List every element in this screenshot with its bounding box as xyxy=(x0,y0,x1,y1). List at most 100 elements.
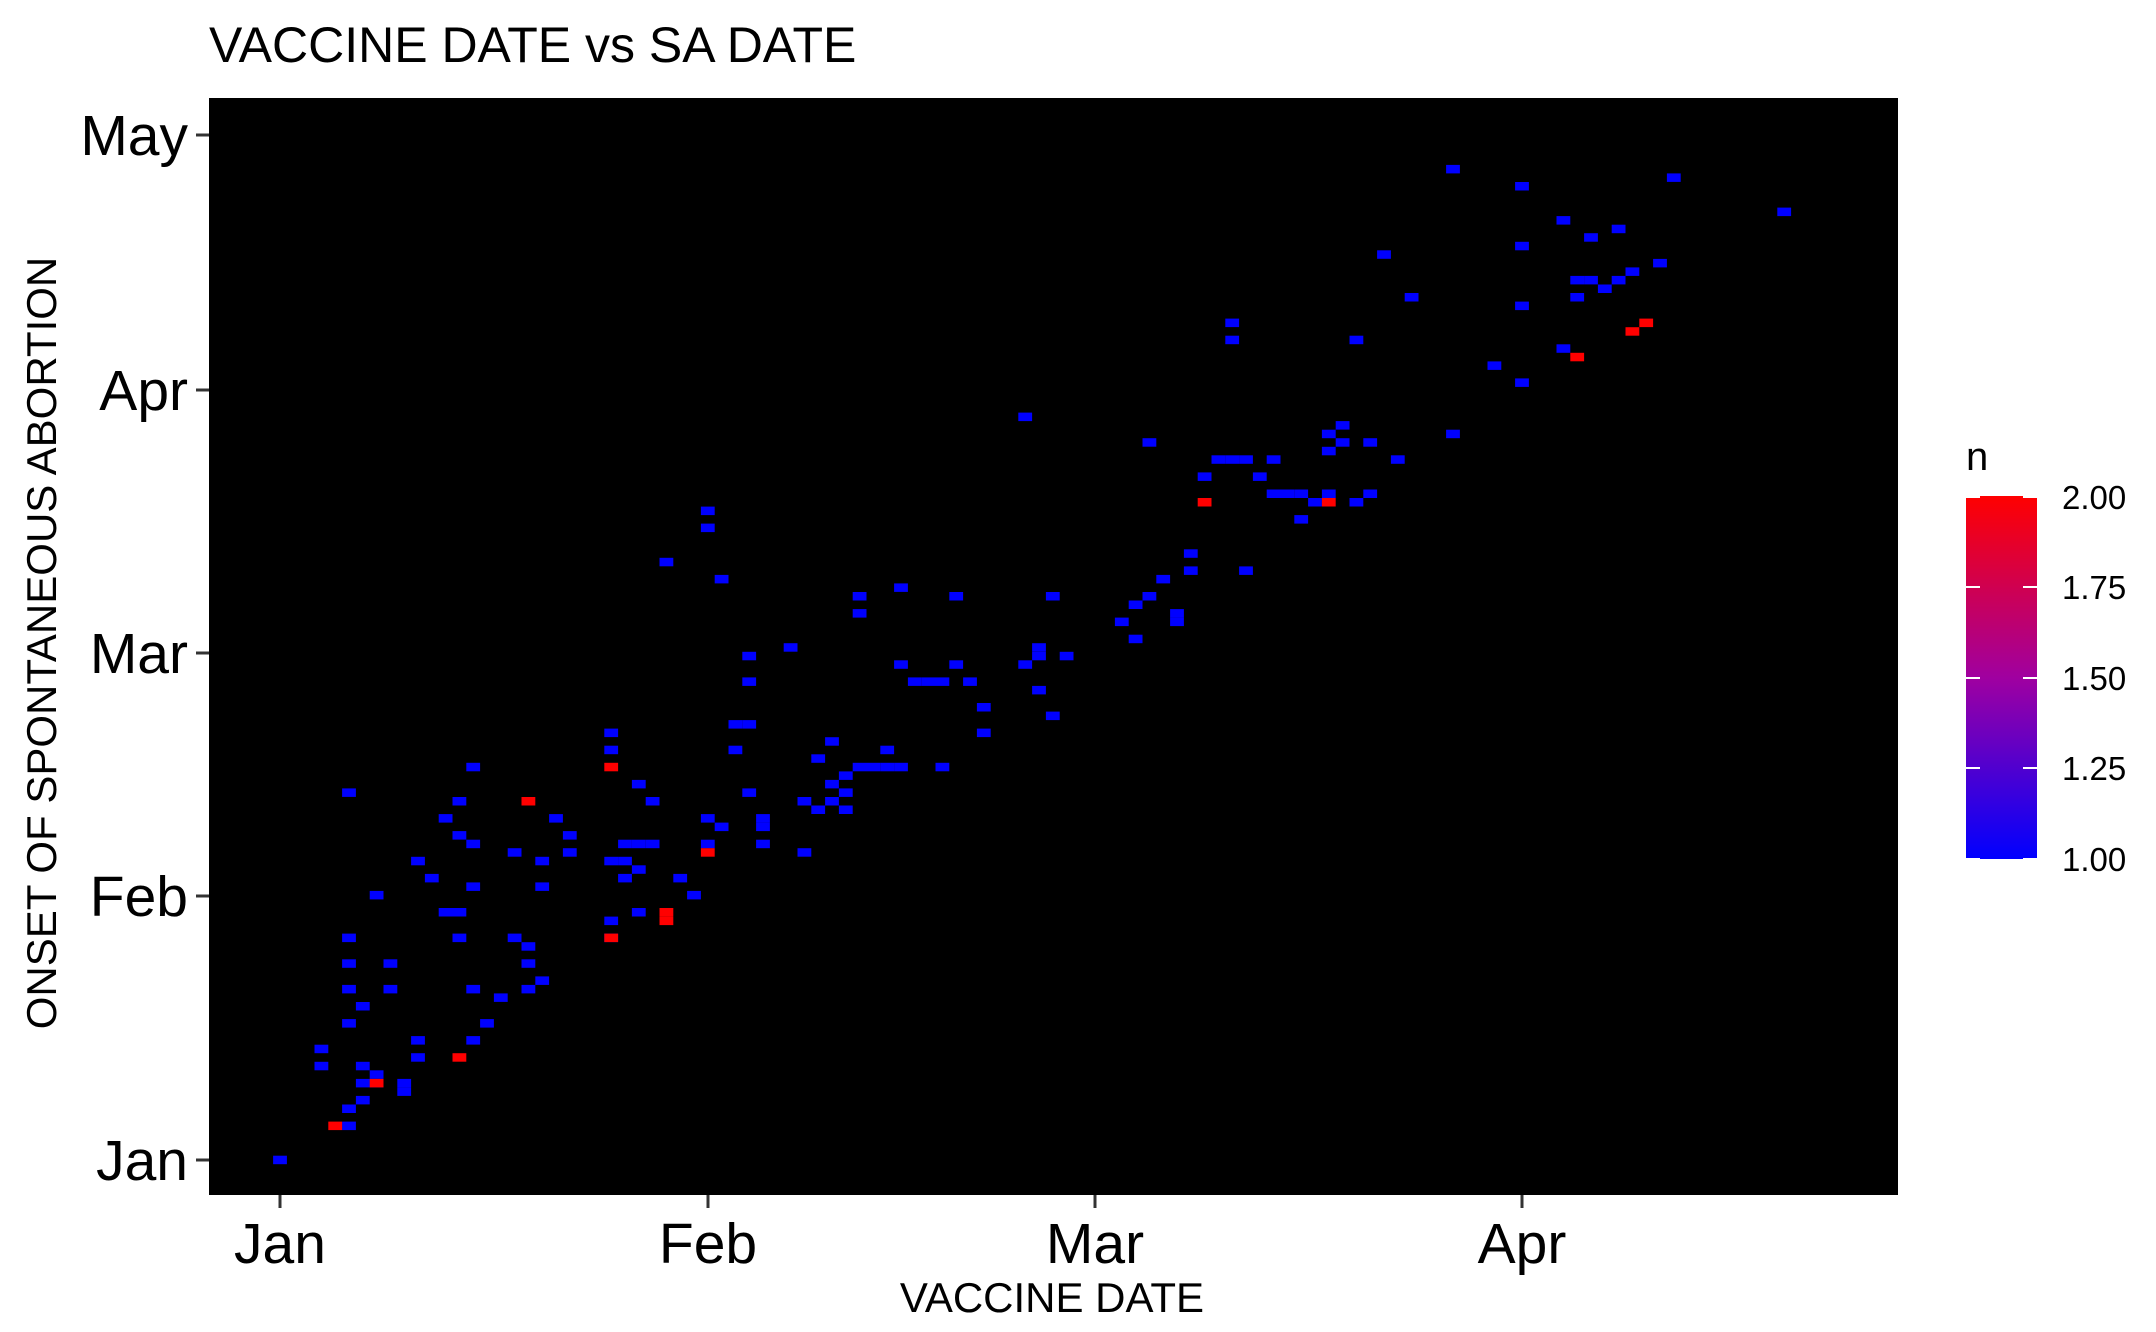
heatmap-cell-n1 xyxy=(342,1019,356,1028)
heatmap-cell-n2 xyxy=(1321,498,1336,507)
heatmap-cell-n1 xyxy=(1363,438,1378,447)
heatmap-cell-n1 xyxy=(1252,472,1267,481)
heatmap-cell-n1 xyxy=(1294,515,1309,524)
heatmap-cell-n1 xyxy=(452,797,467,806)
heatmap-cell-n1 xyxy=(397,1087,412,1096)
heatmap-cell-n1 xyxy=(742,651,757,661)
heatmap-cell-n1 xyxy=(1142,592,1157,601)
heatmap-cell-n1 xyxy=(1570,275,1585,285)
heatmap-cell-n1 xyxy=(1377,250,1391,259)
heatmap-cell-n1 xyxy=(1045,592,1060,601)
heatmap-cell-n1 xyxy=(1515,241,1529,251)
heatmap-cell-n1 xyxy=(424,873,439,883)
heatmap-cell-n1 xyxy=(1128,600,1143,609)
heatmap-cell-n1 xyxy=(618,873,632,883)
heatmap-cell-n1 xyxy=(714,574,729,584)
heatmap-cell-n1 xyxy=(700,839,715,849)
heatmap-cell-n1 xyxy=(1170,609,1184,618)
heatmap-cell-n1 xyxy=(562,848,577,857)
y-tick-label: Mar xyxy=(90,622,188,686)
heatmap-cell-n1 xyxy=(1032,685,1046,695)
heatmap-cell-n1 xyxy=(1335,438,1350,447)
heatmap-cell-n1 xyxy=(673,873,688,883)
heatmap-cell-n1 xyxy=(811,754,826,763)
heatmap-cell-n1 xyxy=(976,703,991,712)
heatmap-cell-n2 xyxy=(1197,498,1212,507)
heatmap-cell-n1 xyxy=(1556,216,1571,225)
heatmap-cell-n2 xyxy=(1570,352,1585,362)
heatmap-cell-n1 xyxy=(1653,258,1667,268)
heatmap-cell-n1 xyxy=(452,831,467,840)
heatmap-cell-n1 xyxy=(949,592,964,601)
heatmap-cell-n1 xyxy=(852,592,867,601)
heatmap-cell-n1 xyxy=(700,506,715,516)
heatmap-cell-n1 xyxy=(742,788,757,797)
heatmap-cell-n1 xyxy=(645,839,660,849)
heatmap-cell-n1 xyxy=(1321,446,1336,456)
y-tick-label: Feb xyxy=(90,865,188,929)
heatmap-cell-n1 xyxy=(1225,455,1240,464)
heatmap-cell-n1 xyxy=(466,839,481,849)
heatmap-cell-n1 xyxy=(1363,489,1378,498)
heatmap-cell-n1 xyxy=(466,984,481,994)
heatmap-cell-n1 xyxy=(549,814,563,823)
legend-label: 1.00 xyxy=(2062,841,2126,878)
heatmap-cell-n1 xyxy=(1032,651,1046,661)
heatmap-cell-n1 xyxy=(1059,651,1074,661)
heatmap-cell-n1 xyxy=(797,797,812,806)
heatmap-cell-n1 xyxy=(466,762,481,772)
heatmap-cell-n1 xyxy=(369,890,384,900)
heatmap-cell-n1 xyxy=(783,643,798,652)
legend-title: n xyxy=(1966,435,1988,479)
x-tick-label: Feb xyxy=(659,1212,757,1276)
heatmap-cell-n1 xyxy=(700,523,715,533)
heatmap-cell-n1 xyxy=(604,856,619,866)
heatmap-cell-n1 xyxy=(1266,455,1281,464)
legend-label: 1.25 xyxy=(2062,750,2126,787)
heatmap-cell-n1 xyxy=(1349,498,1364,507)
heatmap-cell-n1 xyxy=(1239,566,1253,575)
heatmap-cell-n1 xyxy=(949,660,964,669)
heatmap-cell-n1 xyxy=(355,1002,370,1011)
heatmap-cell-n1 xyxy=(1018,660,1033,669)
heatmap-cell-n1 xyxy=(880,762,895,772)
legend-label: 2.00 xyxy=(2062,479,2126,516)
heatmap-cell-n2 xyxy=(521,797,536,806)
heatmap-cell-n2 xyxy=(328,1121,343,1131)
heatmap-cell-n1 xyxy=(1321,489,1336,498)
heatmap-cell-n1 xyxy=(521,959,536,968)
heatmap-cell-n1 xyxy=(838,805,853,814)
heatmap-cell-n1 xyxy=(1156,574,1171,584)
heatmap-cell-n2 xyxy=(1639,318,1654,328)
y-axis-title: ONSET OF SPONTANEOUS ABORTION xyxy=(18,257,65,1029)
heatmap-cell-n1 xyxy=(1018,412,1033,422)
heatmap-cell-n1 xyxy=(894,583,908,592)
heatmap-cell-n1 xyxy=(342,1104,356,1113)
heatmap-cell-n1 xyxy=(825,797,839,806)
heatmap-cell-n1 xyxy=(852,762,867,772)
heatmap-cell-n1 xyxy=(383,959,398,968)
heatmap-cell-n1 xyxy=(1211,455,1226,464)
heatmap-cell-n1 xyxy=(963,677,977,686)
heatmap-cell-n1 xyxy=(838,788,853,797)
heatmap-cell-n1 xyxy=(369,1070,384,1079)
heatmap-cell-n1 xyxy=(535,882,550,891)
heatmap-cell-n1 xyxy=(618,856,632,866)
heatmap-cell-n1 xyxy=(342,933,356,943)
heatmap-cell-n1 xyxy=(1487,361,1502,370)
heatmap-cell-n1 xyxy=(383,984,398,994)
heatmap-cell-n1 xyxy=(1225,335,1240,345)
heatmap-cell-n1 xyxy=(935,762,950,772)
heatmap-cell-n1 xyxy=(631,839,646,849)
heatmap-cell-n2 xyxy=(604,762,619,772)
heatmap-cell-n1 xyxy=(1032,643,1046,652)
heatmap-cell-n1 xyxy=(355,1078,370,1088)
heatmap-cell-n1 xyxy=(493,993,508,1002)
legend-label: 1.75 xyxy=(2062,569,2126,606)
y-axis: Jan Feb Mar Apr May xyxy=(80,104,209,1193)
heatmap-cell-n2 xyxy=(659,916,674,926)
heatmap-cell-n1 xyxy=(342,788,356,797)
heatmap-cell-n1 xyxy=(438,814,453,823)
heatmap-cell-n1 xyxy=(797,848,812,857)
heatmap-cell-n1 xyxy=(1349,335,1364,345)
